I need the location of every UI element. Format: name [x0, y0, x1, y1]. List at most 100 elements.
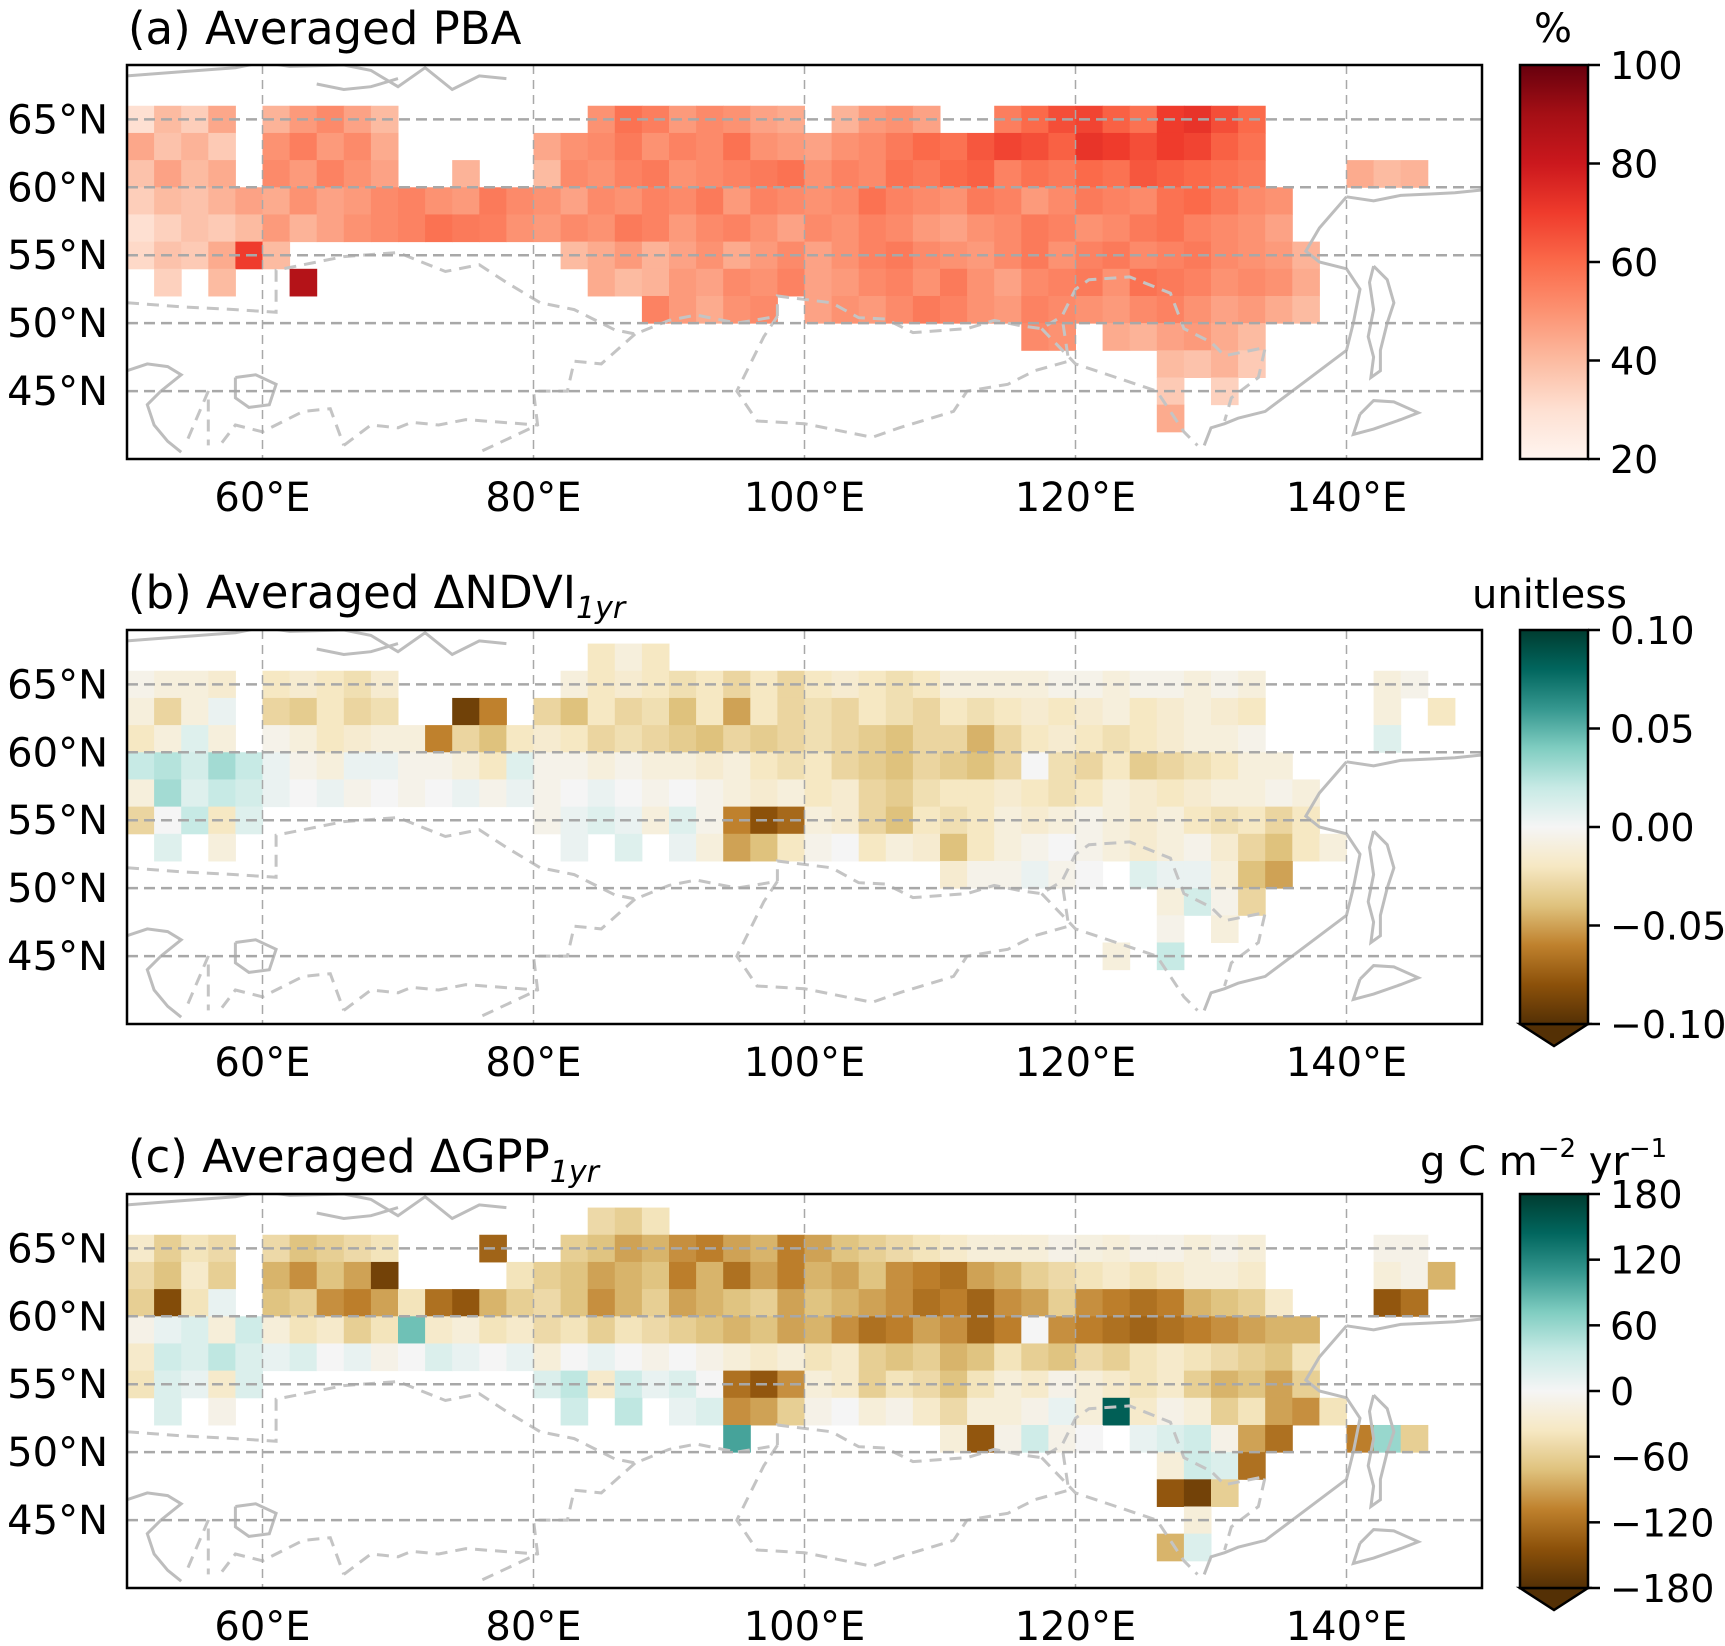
heatmap-cell	[723, 132, 751, 161]
heatmap-cell	[750, 1289, 778, 1317]
panel-c-title: (c) Averaged ΔGPP1yr	[128, 1130, 599, 1190]
heatmap-cell	[208, 752, 236, 780]
heatmap-cell	[614, 697, 643, 726]
heatmap-cell	[696, 725, 724, 753]
map-area	[127, 65, 1482, 459]
heatmap-cell	[940, 295, 968, 324]
heatmap-cell	[370, 1289, 399, 1317]
country-border	[342, 983, 538, 1012]
country-border	[1040, 327, 1199, 447]
heatmap-cell	[316, 752, 345, 780]
heatmap-cell	[1211, 779, 1239, 808]
heatmap-cell	[208, 1261, 236, 1290]
heatmap-cell	[425, 1289, 453, 1317]
map-frame	[125, 63, 1484, 461]
heatmap-cell	[560, 833, 589, 862]
heatmap-cell	[1211, 1316, 1239, 1344]
heatmap-cell	[506, 187, 534, 215]
heatmap-cell	[831, 1289, 860, 1317]
heatmap-cell	[452, 779, 480, 808]
heatmap-cell	[831, 1261, 860, 1290]
heatmap-cell	[858, 697, 887, 726]
map-area	[127, 630, 1482, 1024]
heatmap-cell	[614, 833, 643, 862]
heatmap-cell	[1048, 752, 1076, 780]
heatmap-cell	[1265, 214, 1293, 243]
coastline	[233, 1502, 278, 1538]
heatmap-cell	[425, 752, 453, 780]
heatmap-cell	[208, 697, 236, 726]
heatmap-cell	[669, 697, 697, 726]
heatmap-cell	[777, 160, 805, 188]
heatmap-cell	[181, 1261, 209, 1290]
heatmap-cell	[1102, 160, 1131, 188]
heatmap-cell	[1211, 1397, 1239, 1426]
heatmap-cell	[940, 779, 968, 808]
heatmap-cell	[289, 1343, 318, 1372]
heatmap-cell	[127, 1261, 155, 1290]
heatmap-cell	[316, 160, 345, 188]
heatmap-cell	[587, 752, 616, 780]
heatmap-cell	[1211, 1424, 1239, 1453]
heatmap-cell	[343, 725, 372, 753]
heatmap-cell	[940, 1289, 968, 1317]
heatmap-cell	[696, 752, 724, 780]
heatmap-cell	[885, 752, 914, 780]
heatmap-cell	[669, 295, 697, 324]
heatmap-cell	[154, 779, 182, 808]
heatmap-cell	[912, 1261, 941, 1290]
heatmap-cell	[343, 132, 372, 161]
heatmap-cell	[967, 295, 995, 324]
heatmap-cell	[1129, 860, 1158, 889]
heatmap-cell	[885, 833, 914, 862]
heatmap-cell	[723, 779, 751, 808]
heatmap-cell	[1156, 323, 1185, 351]
heatmap-cell	[1183, 779, 1212, 808]
heatmap-cell	[1183, 1533, 1212, 1562]
heatmap-cell	[1211, 268, 1239, 297]
heatmap-cell	[940, 860, 968, 889]
heatmap-cell	[506, 779, 534, 808]
heatmap-cell	[1238, 268, 1266, 297]
country-border	[220, 972, 346, 1011]
heatmap-cell	[994, 268, 1022, 297]
heatmap-cell	[154, 187, 182, 215]
heatmap-cell	[885, 132, 914, 161]
heatmap-cell	[614, 1207, 643, 1236]
country-border	[127, 815, 1268, 987]
heatmap-cell	[994, 187, 1022, 215]
heatmap-cell	[614, 1289, 643, 1317]
heatmap-cell	[1156, 1452, 1185, 1480]
heatmap-cell	[858, 1316, 887, 1344]
heatmap-cell	[804, 132, 833, 161]
heatmap-cell	[560, 132, 589, 161]
heatmap-cell	[1373, 1261, 1402, 1290]
heatmap-cell	[1102, 833, 1131, 862]
heatmap-cell	[154, 268, 182, 297]
heatmap-cell	[560, 1261, 589, 1290]
heatmap-cell	[1048, 1289, 1076, 1317]
heatmap-cell	[533, 752, 562, 780]
colorbar-tick-label: 0	[1610, 1370, 1634, 1414]
heatmap-cell	[1102, 132, 1131, 161]
heatmap-cell	[1156, 404, 1185, 433]
heatmap-cell	[912, 833, 941, 862]
heatmap-cell	[479, 779, 507, 808]
heatmap-cell	[533, 1261, 562, 1290]
heatmap-cell	[831, 697, 860, 726]
heatmap-cell	[696, 1261, 724, 1290]
heatmap-cell	[343, 1289, 372, 1317]
heatmap-cell	[669, 725, 697, 753]
heatmap-cell	[858, 1343, 887, 1372]
heatmap-cell	[479, 752, 507, 780]
coastline	[127, 927, 184, 1019]
heatmap-cell	[560, 1289, 589, 1317]
heatmap-cell	[1075, 833, 1104, 862]
heatmap-cell	[750, 1397, 778, 1426]
heatmap-cell	[831, 187, 860, 215]
heatmap-cell	[506, 1316, 534, 1344]
heatmap-cell	[1211, 214, 1239, 243]
heatmap-cell	[1075, 1343, 1104, 1372]
heatmap-cell	[587, 132, 616, 161]
heatmap-cell	[181, 1289, 209, 1317]
